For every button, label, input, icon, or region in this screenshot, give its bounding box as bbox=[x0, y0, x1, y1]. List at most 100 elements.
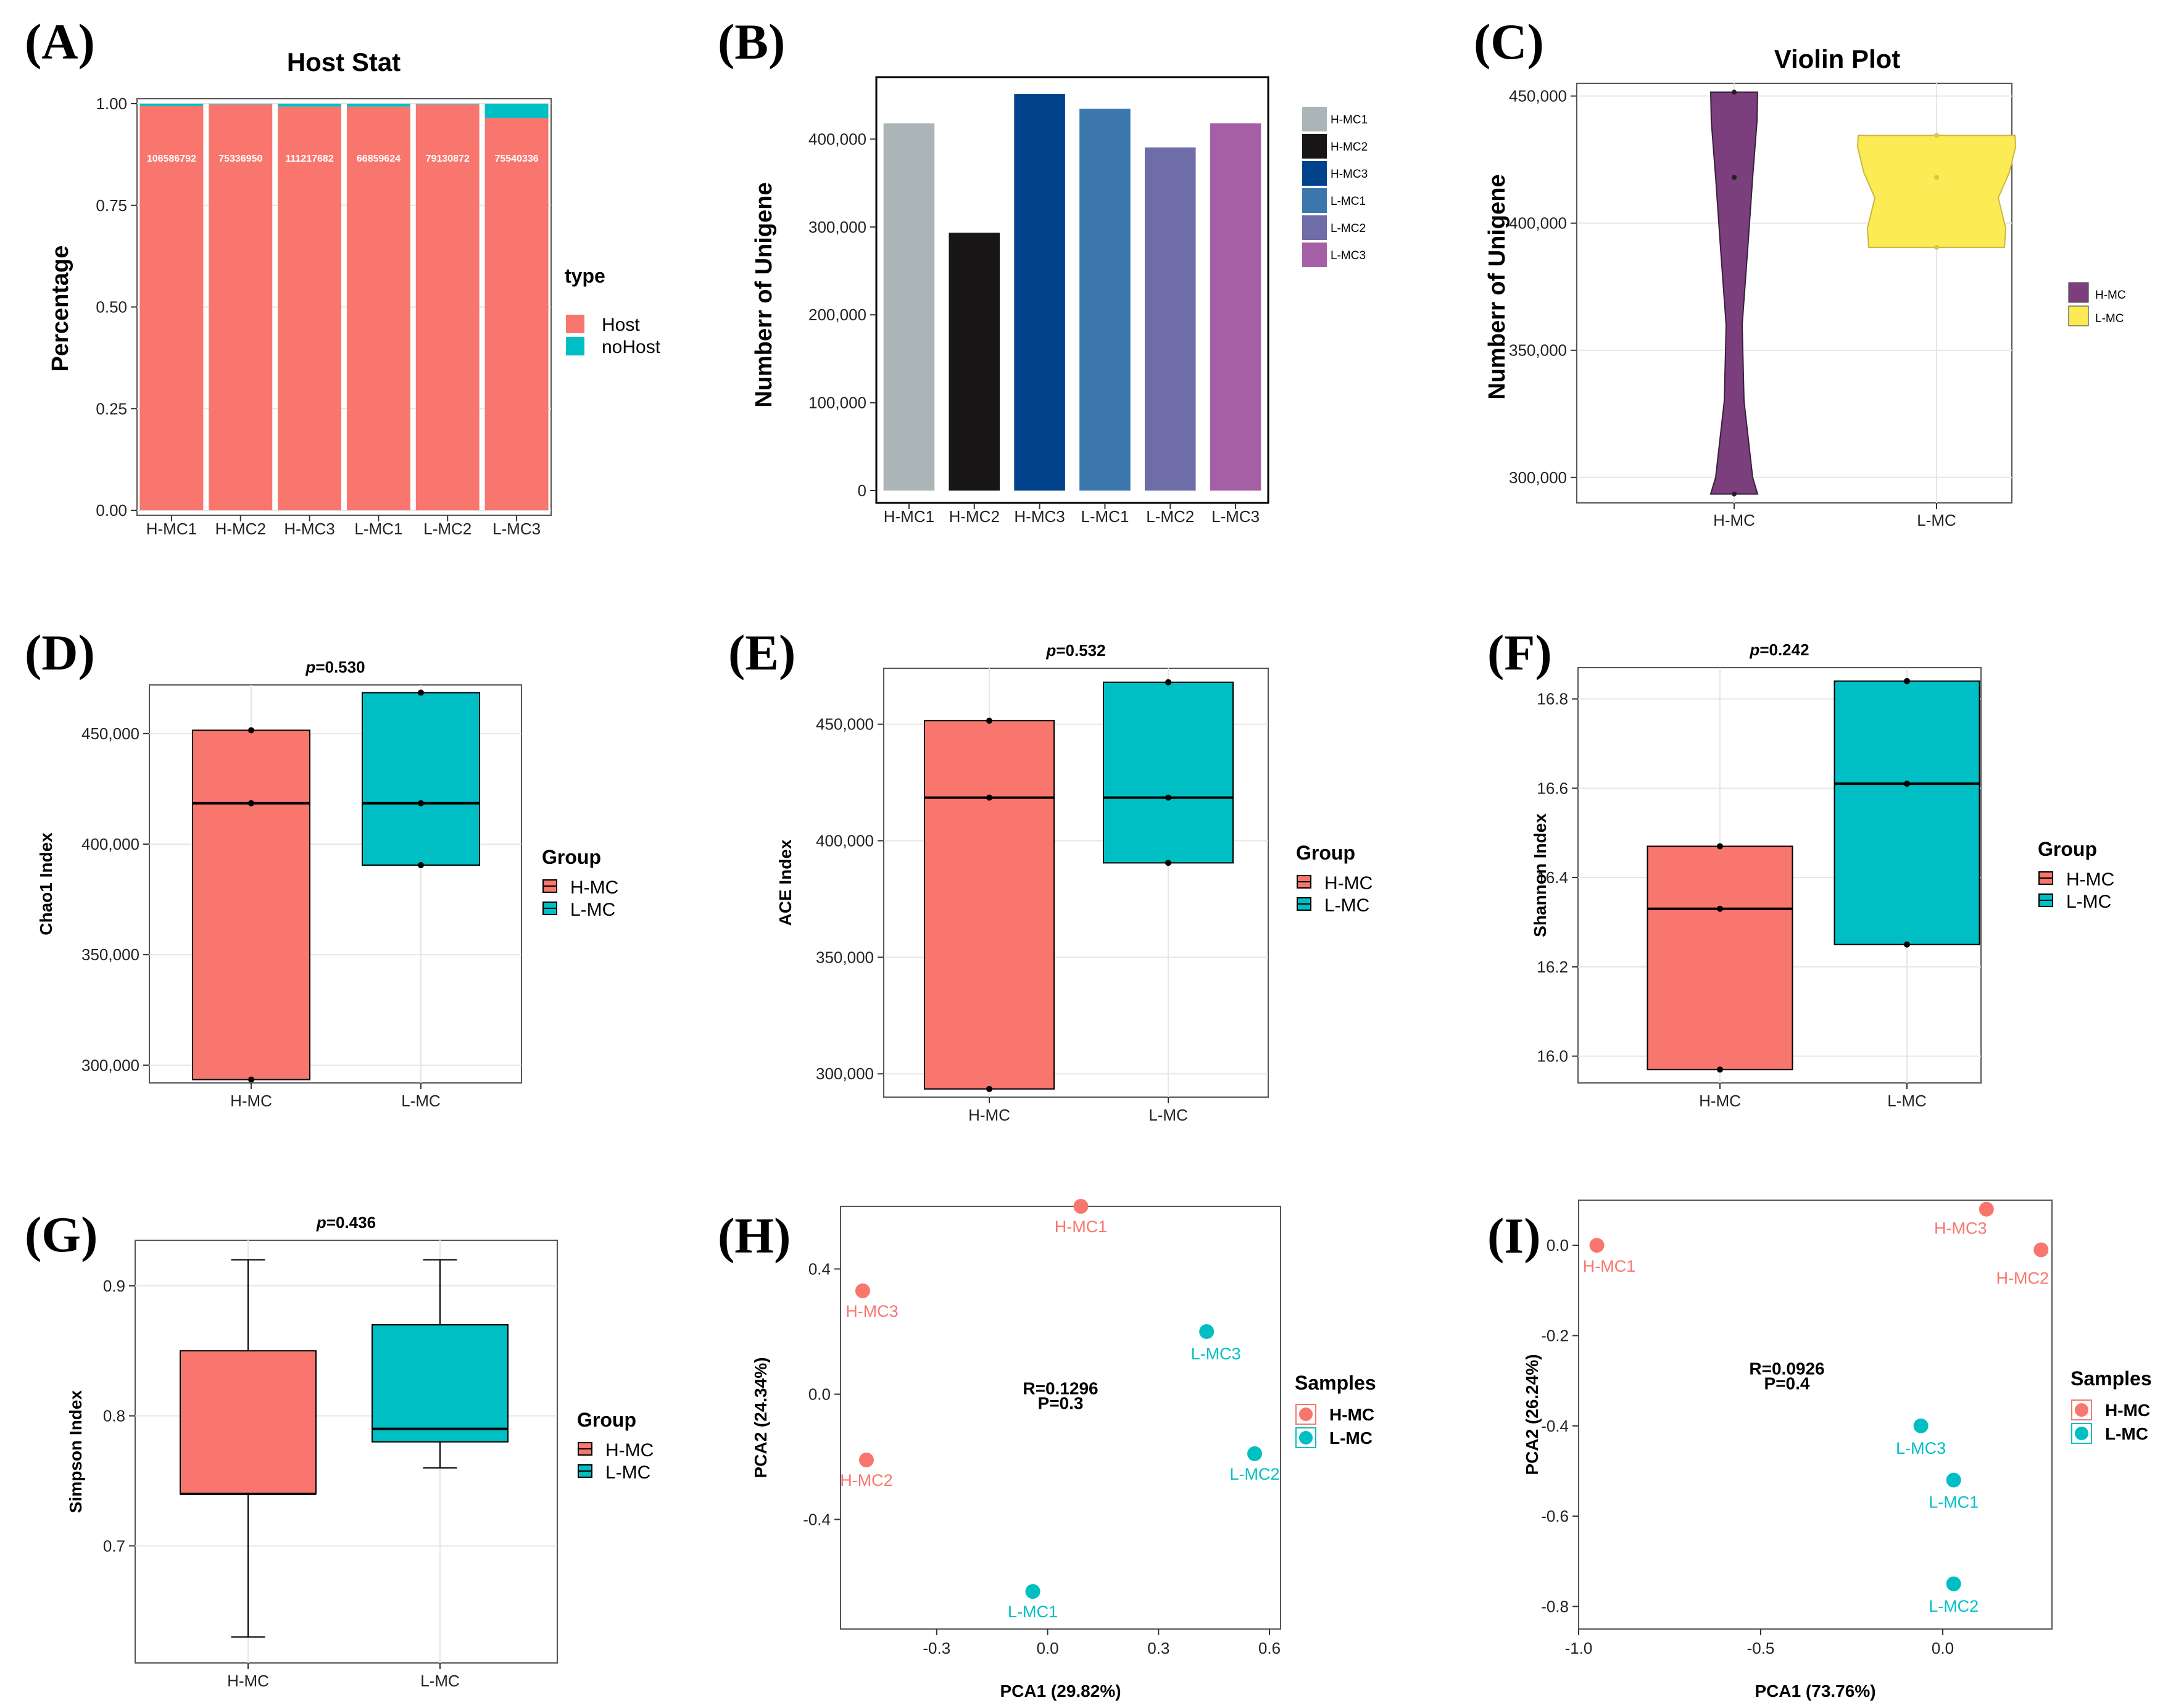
panel-i-ytick-label: -0.6 bbox=[1541, 1507, 1569, 1525]
panel-h-stat-text: P=0.3 bbox=[1038, 1394, 1084, 1413]
panel-c-legend-label: H-MC bbox=[2095, 289, 2126, 302]
panel-i-xtick-label: -0.5 bbox=[1747, 1639, 1775, 1657]
panel-i-point-h-mc3 bbox=[1979, 1201, 1994, 1217]
panel-f-point bbox=[1904, 941, 1910, 948]
panel-b-ytick-label: 0 bbox=[858, 481, 866, 500]
panel-a-xtick-label: H-MC1 bbox=[146, 520, 197, 538]
panel-c-xtick-label: L-MC bbox=[1917, 511, 1956, 529]
panel-c-point bbox=[1732, 491, 1737, 497]
panel-f-ytick-label: 16.8 bbox=[1537, 690, 1568, 708]
panel-d-point bbox=[248, 800, 254, 806]
panel-d-box-l-mc bbox=[362, 692, 480, 866]
panel-i-point-l-mc1 bbox=[1946, 1472, 1961, 1488]
panel-b-ylabel: Numberr of Unigene bbox=[751, 182, 777, 407]
panel-i-ytick-label: -0.4 bbox=[1541, 1417, 1569, 1435]
panel-e-ylabel: ACE Index bbox=[776, 839, 795, 926]
panel-a-legend-label: Host bbox=[602, 315, 640, 335]
panel-b-bar bbox=[949, 233, 1000, 491]
panel-a-bar-nohost bbox=[346, 104, 410, 107]
panel-h-point-label: L-MC3 bbox=[1191, 1345, 1241, 1363]
panel-e-legend-title: Group bbox=[1296, 842, 1355, 864]
panel-h-ytick-label: -0.4 bbox=[803, 1510, 831, 1528]
panel-h-point-label: L-MC1 bbox=[1008, 1602, 1058, 1621]
panel-b-ytick-label: 200,000 bbox=[808, 305, 866, 324]
panel-b-legend-label: H-MC2 bbox=[1331, 141, 1368, 154]
panel-i-legend-dot bbox=[2075, 1403, 2088, 1417]
panel-g-xtick-label: H-MC bbox=[227, 1672, 269, 1690]
panel-a-bar-host bbox=[415, 104, 480, 510]
panel-d-ytick-label: 400,000 bbox=[81, 835, 139, 853]
panel-d-ylabel: Chao1 Index bbox=[36, 832, 56, 935]
panel-e-ytick-label: 400,000 bbox=[816, 832, 874, 850]
panel-h-point-label: H-MC1 bbox=[1055, 1217, 1108, 1236]
panel-i-letter: (I) bbox=[1487, 1208, 1541, 1264]
panel-g-box-l-mc bbox=[372, 1324, 509, 1443]
panel-b-legend-label: H-MC1 bbox=[1331, 114, 1368, 126]
panel-i-legend-title: Samples bbox=[2070, 1367, 2152, 1390]
panel-h-point-l-mc3 bbox=[1199, 1324, 1215, 1339]
panel-a-legend-label: noHost bbox=[602, 337, 661, 357]
panel-i-ytick-label: 0.0 bbox=[1547, 1236, 1569, 1254]
panel-c-ylabel: Numberr of Unigene bbox=[1484, 174, 1510, 399]
panel-b-legend-label: H-MC3 bbox=[1331, 168, 1368, 181]
panel-g-pvalue: p=0.436 bbox=[316, 1213, 376, 1232]
panel-d-point bbox=[248, 727, 254, 734]
panel-a-bar-host bbox=[139, 106, 204, 511]
panel-h-letter: (H) bbox=[718, 1208, 791, 1264]
panel-i-point-h-mc1 bbox=[1589, 1238, 1605, 1253]
panel-a-ytick-label: 0.25 bbox=[96, 399, 127, 418]
panel-a-bar-nohost bbox=[484, 104, 549, 118]
panel-b-bar bbox=[1210, 123, 1261, 491]
panel-f-ytick-label: 16.6 bbox=[1537, 779, 1568, 797]
panel-d-pvalue: p=0.530 bbox=[305, 658, 365, 676]
panel-f-ytick-label: 16.4 bbox=[1537, 868, 1568, 887]
panel-a-bar-label: 106586792 bbox=[147, 154, 196, 164]
panel-e-xtick-label: L-MC bbox=[1148, 1106, 1188, 1124]
panel-a-letter: (A) bbox=[25, 14, 95, 70]
panel-b-letter: (B) bbox=[718, 14, 785, 70]
panel-d-ytick-label: 300,000 bbox=[81, 1056, 139, 1074]
panel-i-xtick-label: 0.0 bbox=[1932, 1639, 1954, 1657]
panel-g-ytick-label: 0.7 bbox=[103, 1536, 125, 1555]
panel-i-stat-text: R=0.0926 bbox=[1749, 1359, 1824, 1378]
panel-a-legend-swatch bbox=[566, 315, 584, 333]
panel-e-letter: (E) bbox=[728, 624, 795, 681]
panel-a-bar-label: 111217682 bbox=[285, 154, 333, 164]
panel-f-legend-title: Group bbox=[2038, 838, 2097, 860]
panel-b-legend-label: L-MC2 bbox=[1331, 222, 1366, 235]
panel-a-ylabel: Percentage bbox=[48, 246, 73, 372]
panel-i-plot-area bbox=[1578, 1200, 2053, 1630]
panel-a-xtick-label: L-MC3 bbox=[492, 520, 541, 538]
panel-c-letter: (C) bbox=[1474, 14, 1544, 70]
panel-h-xtick-label: 0.0 bbox=[1036, 1639, 1058, 1657]
panel-e-point bbox=[986, 794, 992, 801]
panel-c-ytick-label: 400,000 bbox=[1509, 214, 1567, 233]
panel-h-legend-label: H-MC bbox=[1329, 1405, 1374, 1424]
panel-i-point-l-mc2 bbox=[1946, 1576, 1961, 1591]
panel-a-ytick-label: 0.50 bbox=[96, 298, 127, 317]
panel-b-xtick-label: L-MC1 bbox=[1081, 507, 1129, 526]
panel-e-ytick-label: 300,000 bbox=[816, 1064, 874, 1083]
panel-a-bar-label: 75540336 bbox=[494, 154, 538, 164]
panel-i-xlabel: PCA1 (73.76%) bbox=[1755, 1681, 1875, 1701]
panel-d-point bbox=[418, 862, 424, 869]
panel-a-xtick-label: L-MC2 bbox=[423, 520, 471, 538]
panel-c-title: Violin Plot bbox=[1774, 44, 1901, 73]
panel-h-point-h-mc2 bbox=[858, 1453, 874, 1467]
panel-a-bar-label: 79130872 bbox=[426, 154, 470, 164]
panel-g-ylabel: Simpson Index bbox=[66, 1390, 85, 1514]
panel-c-violin-l-mc bbox=[1856, 135, 2017, 248]
panel-a-bar-nohost bbox=[139, 104, 204, 106]
panel-h-ytick-label: 0.0 bbox=[808, 1385, 831, 1403]
panel-f-point bbox=[1717, 905, 1723, 912]
panel-e-point bbox=[986, 1085, 992, 1092]
panel-b-legend-label: L-MC1 bbox=[1331, 195, 1366, 208]
panel-c-legend-swatch bbox=[2068, 305, 2089, 326]
panel-f-point bbox=[1904, 678, 1910, 684]
panel-b-ytick-label: 400,000 bbox=[808, 130, 866, 148]
panel-b-legend-swatch bbox=[1302, 161, 1327, 186]
panel-b-xtick-label: L-MC2 bbox=[1146, 507, 1194, 526]
panel-f-legend-label: H-MC bbox=[2066, 869, 2114, 890]
panel-i-point-label: H-MC2 bbox=[1996, 1269, 2050, 1287]
panel-c-point bbox=[1934, 244, 1939, 250]
